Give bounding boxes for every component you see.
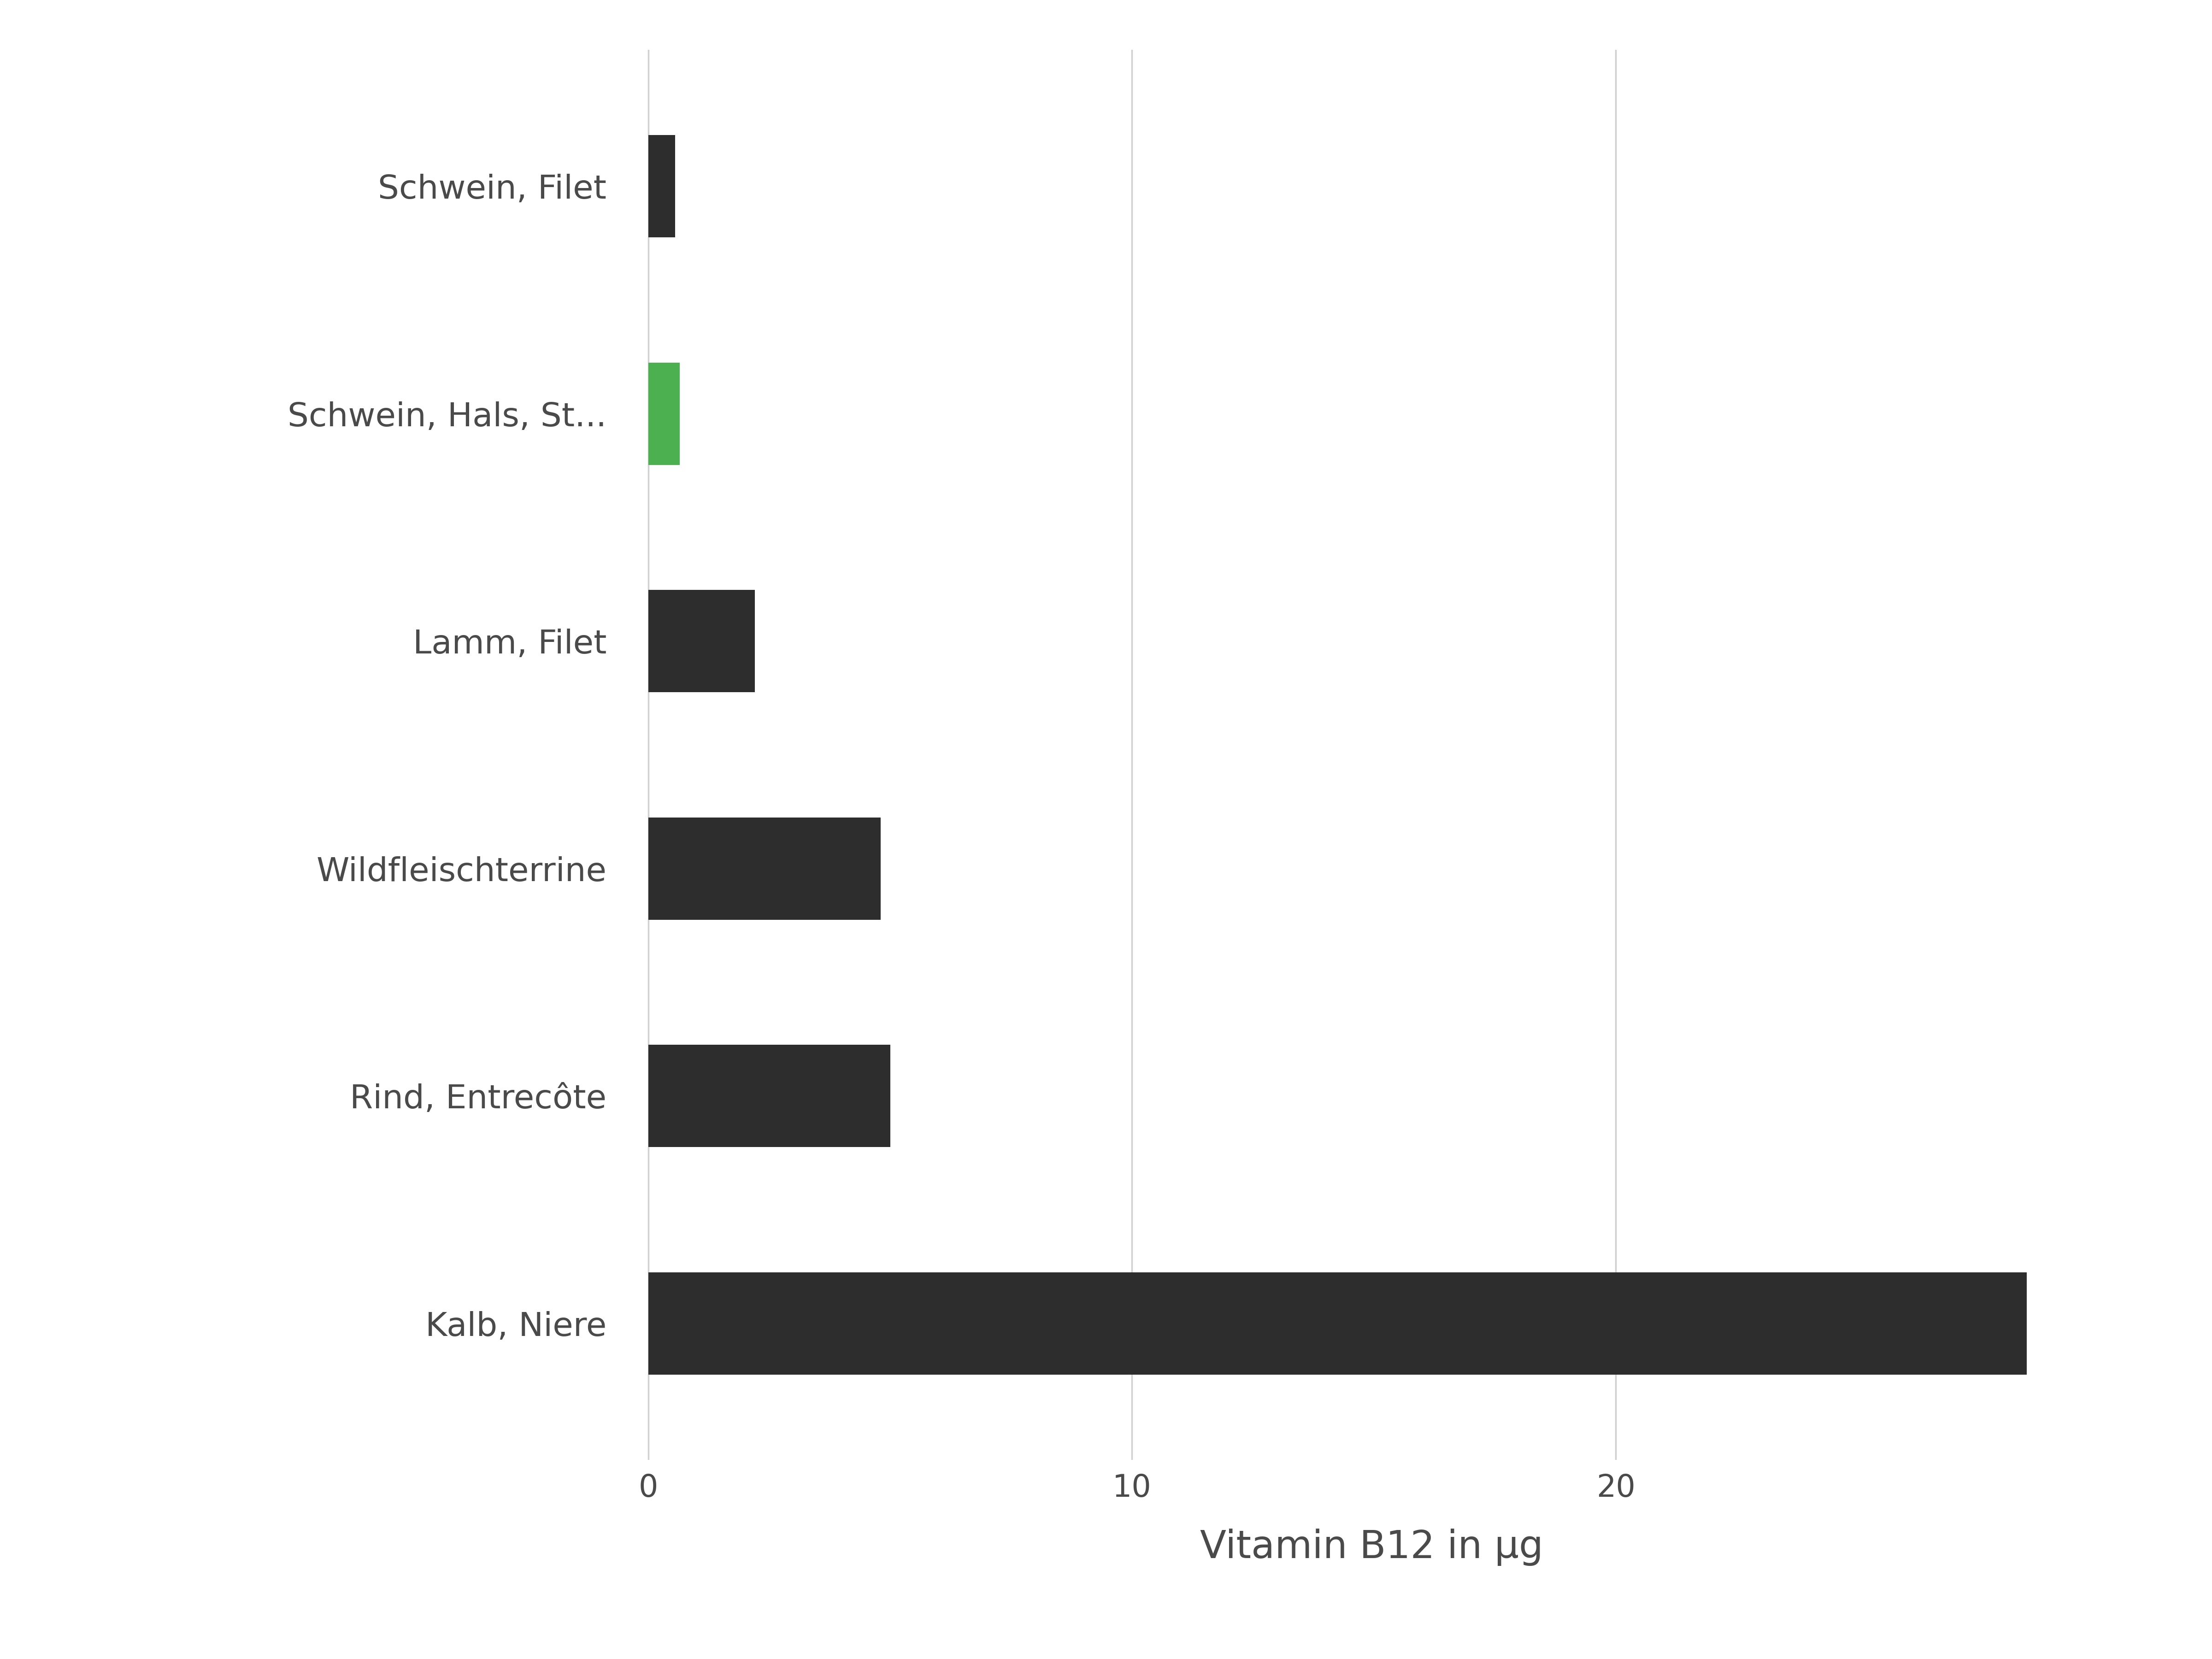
Bar xyxy=(648,591,754,692)
Bar xyxy=(648,1045,889,1146)
X-axis label: Vitamin B12 in µg: Vitamin B12 in µg xyxy=(1199,1528,1544,1566)
Bar xyxy=(648,1272,2026,1375)
Bar xyxy=(648,818,880,919)
Bar xyxy=(648,363,679,465)
Bar xyxy=(648,134,675,237)
